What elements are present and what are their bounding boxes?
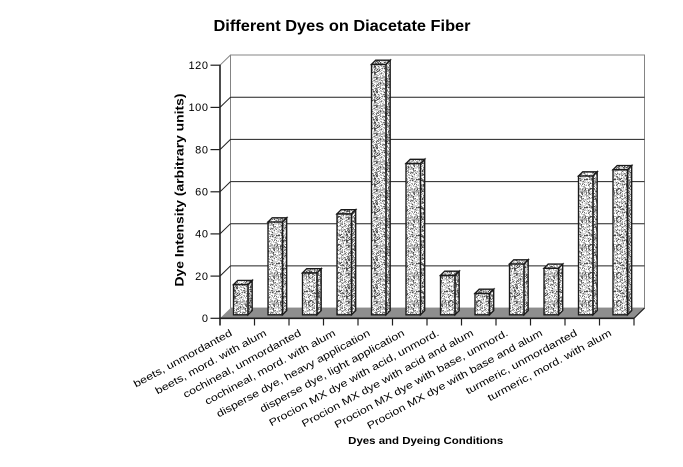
svg-text:40: 40 bbox=[195, 229, 208, 241]
svg-text:Dyes and Dyeing Conditions: Dyes and Dyeing Conditions bbox=[348, 435, 503, 447]
svg-text:Different Dyes on Diacetate Fi: Different Dyes on Diacetate Fiber bbox=[214, 18, 471, 35]
svg-text:Dye Intensity (arbitrary units: Dye Intensity (arbitrary units) bbox=[175, 93, 187, 286]
svg-text:20: 20 bbox=[195, 271, 208, 283]
svg-text:80: 80 bbox=[195, 144, 208, 156]
svg-text:0: 0 bbox=[202, 313, 209, 325]
svg-text:120: 120 bbox=[188, 60, 208, 72]
svg-text:100: 100 bbox=[188, 102, 208, 114]
svg-text:60: 60 bbox=[195, 187, 208, 199]
